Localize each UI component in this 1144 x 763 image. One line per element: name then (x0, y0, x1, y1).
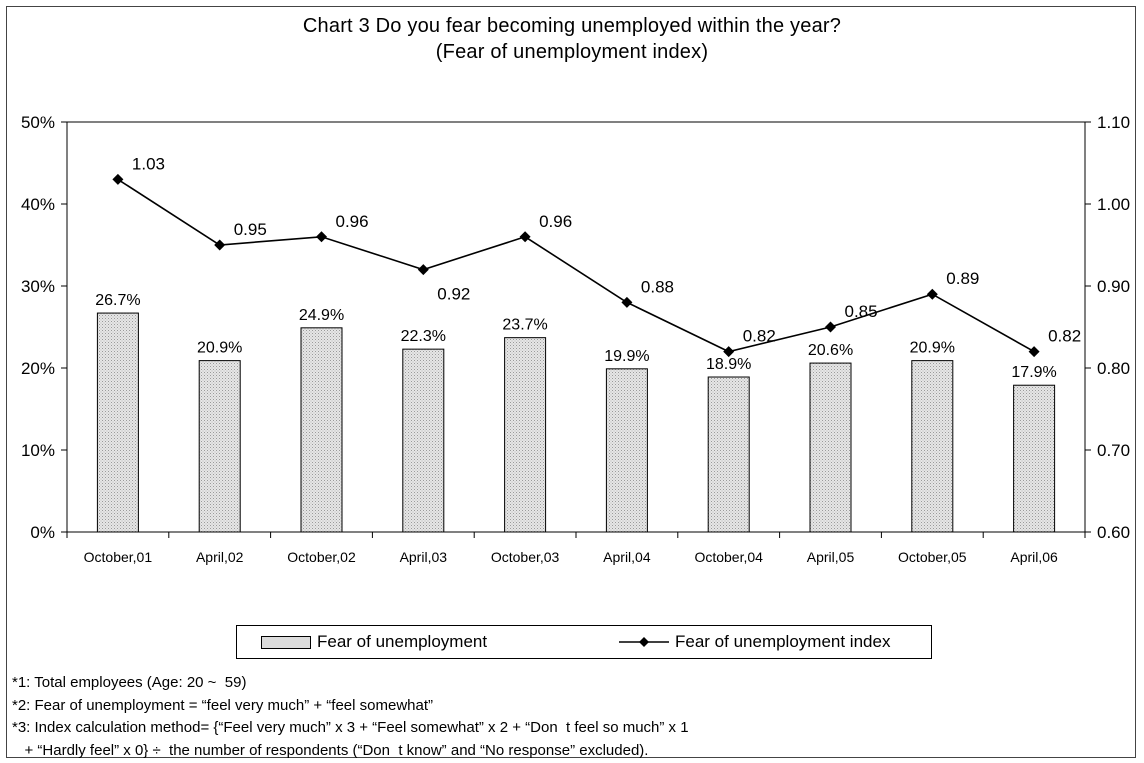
left-axis-tick-label: 30% (21, 277, 55, 296)
x-axis-tick-label: April,04 (603, 549, 651, 565)
chart-title: Chart 3 Do you fear becoming unemployed … (302, 15, 842, 37)
bar-data-label: 20.9% (197, 340, 242, 357)
chart-legend: Fear of unemployment Fear of unemploymen… (236, 625, 932, 659)
bar (198, 360, 241, 533)
bar (402, 348, 445, 533)
legend-swatch-line (619, 637, 669, 647)
right-axis-tick-label: 0.90 (1097, 277, 1130, 296)
index-point (723, 346, 735, 358)
left-axis-tick-label: 0% (30, 523, 55, 542)
footnote-2: *2: Fear of unemployment = “feel very mu… (12, 696, 434, 714)
left-axis-tick-label: 20% (21, 359, 55, 378)
bar (1013, 384, 1056, 533)
index-data-label: 0.89 (946, 269, 979, 288)
x-axis-tick-label: April,05 (807, 549, 855, 565)
index-point (621, 296, 633, 308)
index-data-label: 0.96 (336, 212, 369, 231)
chart-subtitle: (Fear of unemployment index) (435, 41, 709, 63)
bar-data-label: 24.9% (299, 307, 344, 324)
bar-data-label: 22.3% (401, 328, 446, 345)
x-axis-tick-label: October,02 (287, 549, 356, 565)
index-data-label: 0.96 (539, 212, 572, 231)
footnote-3: *3: Index calculation method= {“Feel ver… (12, 719, 689, 736)
bar-data-label: 18.9% (706, 356, 751, 373)
bar (504, 337, 547, 533)
bar-data-label: 20.6% (808, 342, 853, 359)
index-data-label: 0.85 (845, 302, 878, 321)
bar-data-label: 17.9% (1011, 364, 1056, 381)
right-axis-tick-label: 1.10 (1097, 113, 1130, 132)
legend-swatch-bar (261, 635, 311, 649)
left-axis-tick-label: 40% (21, 195, 55, 214)
index-line (117, 178, 1035, 353)
x-axis-tick-label: October,04 (694, 549, 763, 565)
index-data-label: 0.88 (641, 277, 674, 296)
left-axis-tick-label: 50% (21, 113, 55, 132)
x-axis-tick-label: October,01 (84, 549, 153, 565)
bar (911, 360, 954, 533)
legend-label-line: Fear of unemployment index (675, 632, 891, 651)
right-axis-tick-label: 0.70 (1097, 441, 1130, 460)
bar (605, 368, 648, 533)
x-axis-tick-label: April,06 (1010, 549, 1058, 565)
bar-data-label: 20.9% (910, 340, 955, 357)
index-data-label: 0.92 (437, 285, 470, 304)
x-axis-tick-label: April,03 (400, 549, 448, 565)
x-axis-tick-label: April,02 (196, 549, 244, 565)
index-data-label: 0.82 (743, 327, 776, 346)
bar (300, 327, 343, 533)
index-data-label: 1.03 (132, 154, 165, 173)
index-data-label: 0.82 (1048, 327, 1081, 346)
index-point (316, 231, 327, 243)
bar (96, 312, 139, 533)
index-point (825, 321, 836, 333)
x-axis-tick-label: October,05 (898, 549, 967, 565)
index-point (519, 231, 531, 243)
index-point (112, 173, 124, 185)
x-axis-tick-label: October,03 (491, 549, 560, 565)
index-data-label: 0.95 (234, 220, 267, 239)
bar-data-label: 26.7% (95, 292, 140, 309)
footnote-1: *1: Total employees (Age: 20 ~ 59) (12, 674, 247, 691)
index-point (214, 239, 226, 251)
legend-label-bar: Fear of unemployment (317, 632, 488, 651)
right-axis-tick-label: 1.00 (1097, 195, 1130, 214)
index-point (926, 288, 938, 300)
right-axis-tick-label: 0.60 (1097, 523, 1130, 542)
bar (707, 376, 750, 533)
legend-item-bar: Fear of unemployment (261, 626, 487, 658)
left-axis-tick-label: 10% (21, 441, 55, 460)
bar-data-label: 19.9% (604, 348, 649, 365)
footnote-4: + “Hardly feel” x 0} ÷ the number of res… (12, 741, 649, 759)
legend-item-line: Fear of unemployment index (619, 626, 890, 658)
bar-data-label: 23.7% (502, 317, 547, 334)
index-point (417, 264, 429, 276)
right-axis-tick-label: 0.80 (1097, 359, 1130, 378)
footnotes: *1: Total employees (Age: 20 ~ 59) *2: F… (12, 672, 1122, 762)
index-point (1028, 346, 1040, 358)
bar (809, 362, 852, 533)
